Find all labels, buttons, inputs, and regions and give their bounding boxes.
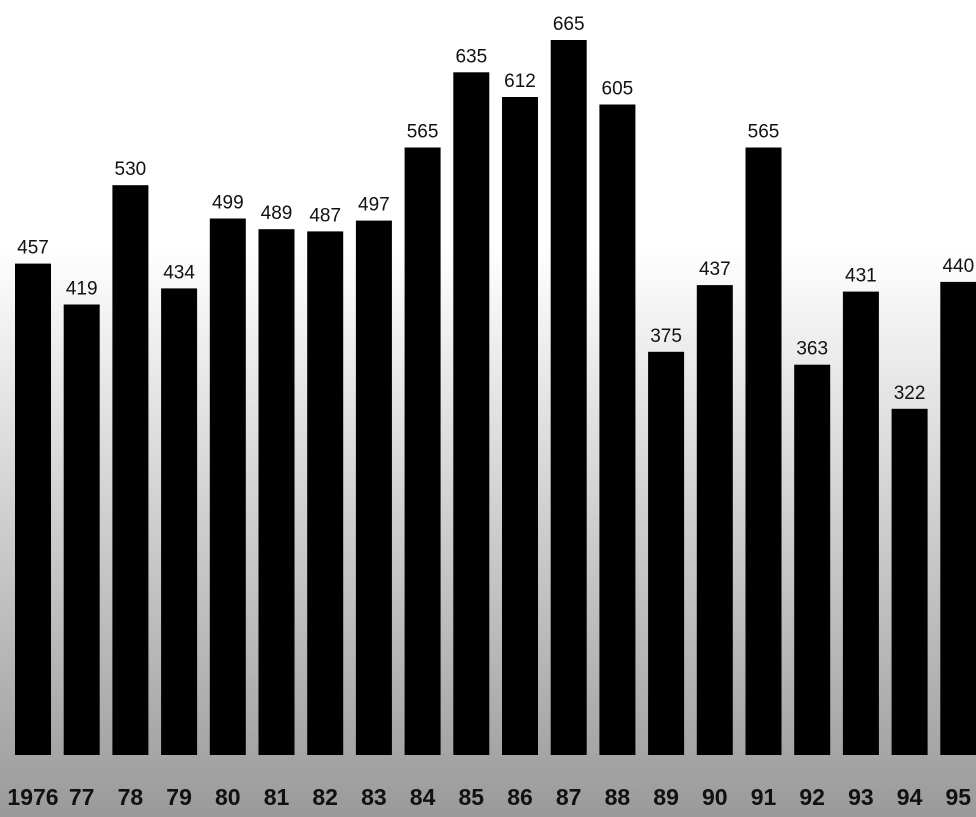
value-label-91: 565 — [748, 122, 780, 143]
x-tick-label-1976: 1976 — [7, 784, 58, 810]
x-tick-label-84: 84 — [410, 784, 436, 810]
bar-88 — [599, 104, 636, 755]
x-tick-label-83: 83 — [361, 784, 387, 810]
value-label-85: 635 — [455, 46, 487, 67]
value-label-81: 489 — [261, 203, 293, 224]
bar-78 — [112, 185, 149, 755]
value-label-77: 419 — [66, 279, 98, 300]
x-tick-label-87: 87 — [556, 784, 582, 810]
value-label-87: 665 — [553, 14, 585, 35]
x-tick-label-92: 92 — [799, 784, 825, 810]
bar-85 — [453, 72, 490, 756]
value-label-group: 457 419 530 434 499 489 487 497 565 635 612 665 605 3… — [17, 14, 974, 404]
value-label-79: 434 — [163, 262, 195, 283]
x-tick-label-95: 95 — [946, 784, 972, 810]
x-tick-label-77: 77 — [69, 784, 95, 810]
bar-group — [15, 40, 976, 756]
x-tick-label-79: 79 — [166, 784, 192, 810]
x-tick-label-90: 90 — [702, 784, 728, 810]
value-label-86: 612 — [504, 71, 536, 92]
bar-86 — [502, 97, 538, 755]
value-label-90: 437 — [699, 259, 731, 280]
bar-84 — [404, 147, 441, 755]
x-tick-label-86: 86 — [507, 784, 533, 810]
value-label-1976: 457 — [17, 238, 49, 259]
x-tick-label-91: 91 — [751, 784, 777, 810]
x-tick-label-85: 85 — [459, 784, 485, 810]
value-label-95: 440 — [942, 256, 974, 277]
bar-87 — [550, 40, 587, 755]
value-label-89: 375 — [650, 326, 682, 347]
x-tick-label-80: 80 — [215, 784, 241, 810]
value-label-88: 605 — [602, 79, 634, 100]
value-label-82: 487 — [309, 205, 341, 226]
x-tick-label-88: 88 — [605, 784, 631, 810]
bar-1976 — [15, 263, 51, 755]
value-label-83: 497 — [358, 195, 390, 216]
x-tick-label-94: 94 — [897, 784, 923, 810]
value-label-84: 565 — [407, 122, 439, 143]
value-label-94: 322 — [894, 383, 926, 404]
value-label-93: 431 — [845, 266, 877, 287]
bar-94 — [891, 408, 928, 755]
x-tick-label-81: 81 — [264, 784, 290, 810]
bar-95 — [940, 281, 976, 755]
bar-90 — [696, 285, 733, 755]
bar-81 — [258, 229, 295, 755]
value-label-80: 499 — [212, 193, 244, 214]
value-label-92: 363 — [796, 339, 828, 360]
bar-91 — [745, 147, 782, 755]
x-tick-label-89: 89 — [653, 784, 679, 810]
bar-80 — [209, 218, 246, 755]
x-tick-label-93: 93 — [848, 784, 874, 810]
x-tick-label-82: 82 — [312, 784, 338, 810]
x-tick-label-78: 78 — [118, 784, 144, 810]
bar-89 — [648, 351, 685, 755]
bar-77 — [63, 304, 100, 755]
bar-93 — [842, 291, 879, 755]
value-label-78: 530 — [115, 159, 147, 180]
bar-83 — [355, 220, 392, 756]
bar-79 — [161, 288, 198, 755]
x-tick-label-group: 1976 77 78 79 80 81 82 83 84 85 86 87 88 89 90 91 92 93 94… — [7, 784, 971, 810]
bar-82 — [307, 231, 344, 755]
bar-92 — [794, 364, 831, 755]
